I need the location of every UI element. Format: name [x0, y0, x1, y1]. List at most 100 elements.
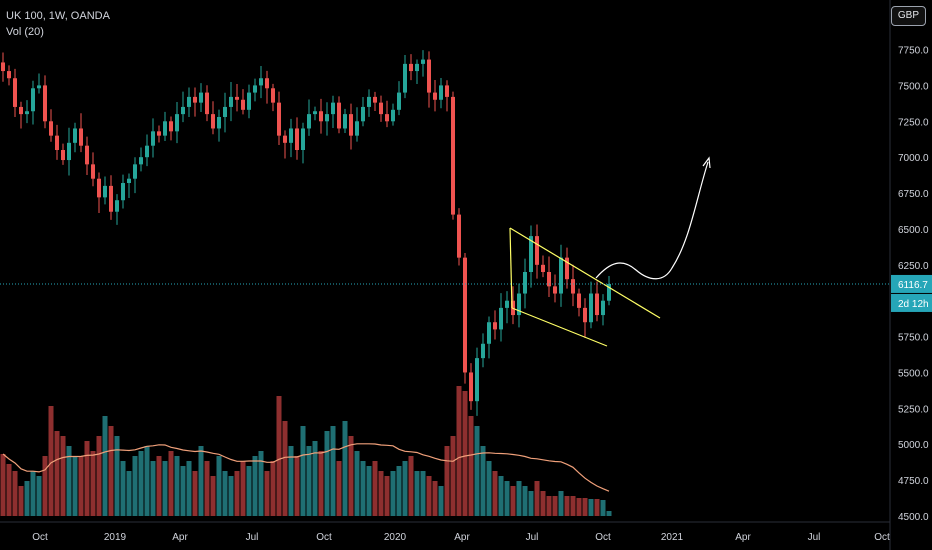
projection-curve [595, 161, 709, 280]
volume-bar [528, 491, 534, 516]
volume-bar [42, 456, 48, 516]
candle-body [535, 236, 539, 265]
volume-bar [468, 416, 474, 516]
candle-body [565, 257, 569, 280]
volume-bar [558, 491, 564, 516]
volume-bar [570, 496, 576, 516]
volume-bar [336, 461, 342, 516]
candle-body [175, 114, 179, 132]
volume-bar [30, 471, 36, 516]
candle-body [469, 372, 473, 402]
volume-bar [144, 446, 150, 516]
x-tick-label: Oct [32, 532, 48, 543]
volume-bar [240, 461, 246, 516]
y-tick-label: 5000.0 [898, 440, 929, 451]
candle-body [301, 128, 305, 150]
candle-body [463, 257, 467, 373]
candle-body [403, 63, 407, 93]
volume-bar [300, 426, 306, 516]
volume-bar [444, 446, 450, 516]
candle-body [37, 85, 41, 89]
candle-body [151, 131, 155, 146]
candle-body [433, 92, 437, 100]
volume-bar [90, 451, 96, 516]
candle-body [211, 114, 215, 129]
volume-bar [510, 486, 516, 516]
volume-bar [96, 436, 102, 516]
volume-bar [426, 476, 432, 516]
volume-bar [432, 481, 438, 516]
candle-body [79, 128, 83, 146]
candle-body [67, 142, 71, 161]
volume-bar [600, 500, 606, 516]
candle-body [85, 145, 89, 165]
volume-bar [228, 476, 234, 516]
candle-body [235, 96, 239, 100]
candle-body [391, 109, 395, 122]
volume-bar [588, 499, 594, 516]
candle-body [355, 121, 359, 136]
volume-bar [270, 461, 276, 516]
candle-body [553, 286, 557, 294]
current-price-label: 6116.7 [898, 280, 928, 291]
candle-body [193, 96, 197, 103]
volume-bar [246, 466, 252, 516]
y-tick-label: 6500.0 [898, 225, 929, 236]
symbol-title: UK 100, 1W, OANDA [6, 10, 110, 22]
volume-bar [84, 441, 90, 516]
candle-body [157, 131, 161, 136]
candle-body [361, 106, 365, 122]
volume-bar [60, 436, 66, 516]
volume-bar [462, 391, 468, 516]
projection-arrowhead [702, 156, 711, 169]
candle-body [73, 128, 77, 143]
volume-bar [132, 456, 138, 516]
candle-body [307, 114, 311, 129]
volume-bar [252, 456, 258, 516]
candle-body [583, 307, 587, 323]
volume-bar [450, 436, 456, 516]
y-tick-label: 4750.0 [898, 476, 929, 487]
candle-body [349, 114, 353, 136]
candle-body [325, 114, 329, 122]
volume-bar [486, 461, 492, 516]
volume-bar [540, 491, 546, 516]
x-tick-label: 2021 [661, 532, 684, 543]
volume-bar [186, 461, 192, 516]
candle-body [373, 96, 377, 103]
candle-body [109, 185, 113, 212]
candle-body [229, 96, 233, 107]
candle-body [559, 257, 563, 294]
candle-body [451, 96, 455, 215]
volume-bar [162, 461, 168, 516]
volume-bar [102, 416, 108, 516]
volume-bar [156, 456, 162, 516]
volume-bar [150, 461, 156, 516]
candle-body [265, 78, 269, 89]
candle-body [577, 293, 581, 308]
x-tick-label: Jul [246, 532, 259, 543]
volume-bar [516, 481, 522, 516]
volume-bar [576, 498, 582, 516]
volume-bar [288, 446, 294, 516]
volume-bar [114, 436, 120, 516]
volume-bar [66, 446, 72, 516]
candle-body [313, 111, 317, 115]
volume-bar [24, 481, 30, 516]
candle-body [295, 128, 299, 150]
volume-bar [54, 431, 60, 516]
volume-ma-line [2, 443, 610, 492]
volume-bar [492, 471, 498, 516]
volume-bar [606, 511, 612, 516]
volume-bar [396, 466, 402, 516]
candle-body [43, 85, 47, 122]
currency-button[interactable]: GBP [890, 6, 926, 26]
y-tick-label: 5250.0 [898, 404, 929, 415]
channel-lower-line [511, 307, 608, 347]
candle-body [547, 272, 551, 287]
volume-bar [504, 481, 510, 516]
candle-body [457, 214, 461, 258]
candle-body [55, 135, 59, 150]
candle-body [139, 157, 143, 165]
